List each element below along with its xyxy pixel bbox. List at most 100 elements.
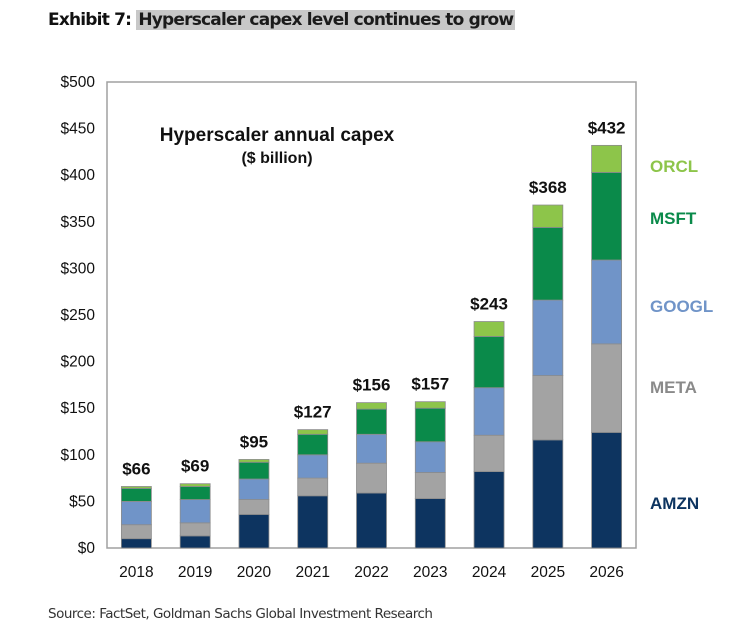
bar-segment-orcl: [356, 402, 387, 410]
legend-item-amzn: AMZN: [650, 494, 699, 513]
bar-segment-googl: [356, 433, 387, 464]
bar-segment-googl: [532, 299, 564, 376]
x-tick-label: 2018: [119, 564, 153, 581]
y-tick-label: $200: [61, 354, 96, 371]
total-label: $156: [353, 376, 391, 395]
bar-segment-msft: [473, 336, 505, 389]
bar-segment-orcl: [473, 321, 505, 337]
total-label: $95: [240, 432, 268, 451]
bar-segment-meta: [120, 524, 152, 540]
y-tick-label: $400: [61, 167, 96, 184]
y-tick-label: $100: [61, 447, 96, 464]
x-tick-label: 2021: [295, 564, 329, 581]
exhibit-title: Exhibit 7: Hyperscaler capex level conti…: [48, 6, 516, 34]
legend-item-orcl: ORCL: [650, 157, 698, 176]
bar-segment-amzn: [414, 498, 446, 549]
stacked-bar-chart: $0 $50 $100 $150 $200 $250 $300 $350 $400 $450 $50…: [61, 74, 714, 581]
total-label: $243: [470, 295, 508, 314]
bar-segment-meta: [532, 375, 564, 441]
bar-stack-2021: [297, 429, 329, 549]
y-tick-label: $50: [69, 493, 95, 510]
bar-segment-amzn: [591, 432, 623, 549]
bar-segment-msft: [591, 172, 623, 261]
bar-segment-orcl: [591, 144, 623, 173]
x-tick-label: 2024: [472, 564, 507, 581]
legend-item-meta: META: [650, 378, 697, 397]
bar-segment-amzn: [532, 439, 564, 549]
bar-stack-2019: [179, 483, 211, 549]
bar-stack-2020: [238, 459, 270, 549]
bar-segment-orcl: [120, 486, 152, 489]
bar-segment-msft: [297, 433, 329, 456]
bar-segment-amzn: [179, 535, 211, 549]
x-tick-label: 2019: [178, 564, 212, 581]
bar-segment-googl: [473, 387, 505, 436]
x-tick-label: 2020: [237, 564, 272, 581]
bar-segment-meta: [591, 343, 623, 433]
legend: ORCL MSFT GOOGL META AMZN: [650, 157, 713, 513]
total-label: $127: [294, 403, 332, 422]
y-tick-label: $500: [61, 74, 96, 91]
y-tick-label: $250: [61, 307, 96, 324]
bar-segment-meta: [356, 462, 387, 494]
chart-title: Hyperscaler annual capex: [160, 125, 395, 146]
bars: [120, 144, 623, 549]
bar-segment-meta: [473, 434, 505, 472]
bar-segment-meta: [179, 522, 211, 537]
bar-segment-amzn: [356, 492, 387, 549]
bar-segment-orcl: [297, 429, 329, 435]
bar-segment-googl: [414, 441, 446, 473]
exhibit-title-text: Hyperscaler capex level continues to gro…: [136, 10, 516, 30]
bar-segment-amzn: [120, 538, 152, 549]
x-axis: 2018 2019 2020 2021 2022 2023 2024 2025 2026: [119, 564, 624, 581]
legend-item-msft: MSFT: [650, 209, 697, 228]
bar-stack-2024: [473, 321, 505, 549]
bar-segment-meta: [238, 499, 270, 515]
bar-segment-googl: [591, 259, 623, 345]
bar-segment-msft: [356, 408, 387, 435]
bar-segment-msft: [120, 487, 152, 502]
bar-segment-msft: [179, 486, 211, 500]
total-label: $69: [181, 457, 209, 476]
x-tick-label: 2025: [531, 564, 565, 581]
total-labels: $66 $69 $95 $127 $156 $157 $243 $368 $432: [122, 118, 625, 478]
bar-segment-meta: [414, 472, 446, 500]
bar-segment-googl: [179, 499, 211, 524]
total-label: $66: [122, 459, 150, 478]
source-note: Source: FactSet, Goldman Sachs Global In…: [48, 606, 433, 622]
y-tick-label: $450: [61, 121, 96, 138]
total-label: $368: [529, 178, 567, 197]
bar-stack-2022: [356, 402, 387, 549]
bar-segment-amzn: [297, 495, 329, 549]
y-axis: $0 $50 $100 $150 $200 $250 $300 $350 $400 $450 $50…: [61, 74, 96, 557]
y-tick-label: $0: [78, 540, 96, 557]
bar-segment-orcl: [414, 401, 446, 409]
bar-segment-orcl: [238, 459, 270, 463]
y-tick-label: $300: [61, 260, 96, 277]
bar-stack-2026: [591, 144, 623, 549]
bar-stack-2023: [414, 401, 446, 549]
bar-segment-meta: [297, 477, 329, 497]
y-tick-label: $350: [61, 214, 96, 231]
bar-stack-2018: [120, 486, 152, 549]
bar-segment-msft: [532, 226, 564, 301]
chart-subtitle: ($ billion): [241, 150, 312, 167]
x-tick-label: 2023: [413, 564, 447, 581]
x-tick-label: 2026: [589, 564, 623, 581]
y-tick-label: $150: [61, 400, 96, 417]
bar-segment-msft: [414, 407, 446, 443]
bar-segment-amzn: [473, 471, 505, 549]
legend-item-googl: GOOGL: [650, 297, 713, 316]
bar-segment-msft: [238, 461, 270, 480]
bar-stack-2025: [532, 204, 564, 549]
bar-segment-orcl: [179, 483, 211, 487]
bar-segment-googl: [238, 478, 270, 500]
exhibit-label: Exhibit 7:: [48, 10, 132, 30]
bar-segment-googl: [297, 454, 329, 479]
bar-segment-amzn: [238, 514, 270, 549]
x-tick-label: 2022: [354, 564, 388, 581]
total-label: $157: [411, 375, 449, 394]
bar-segment-orcl: [532, 204, 564, 228]
bar-segment-googl: [120, 500, 152, 526]
total-label: $432: [588, 118, 626, 137]
